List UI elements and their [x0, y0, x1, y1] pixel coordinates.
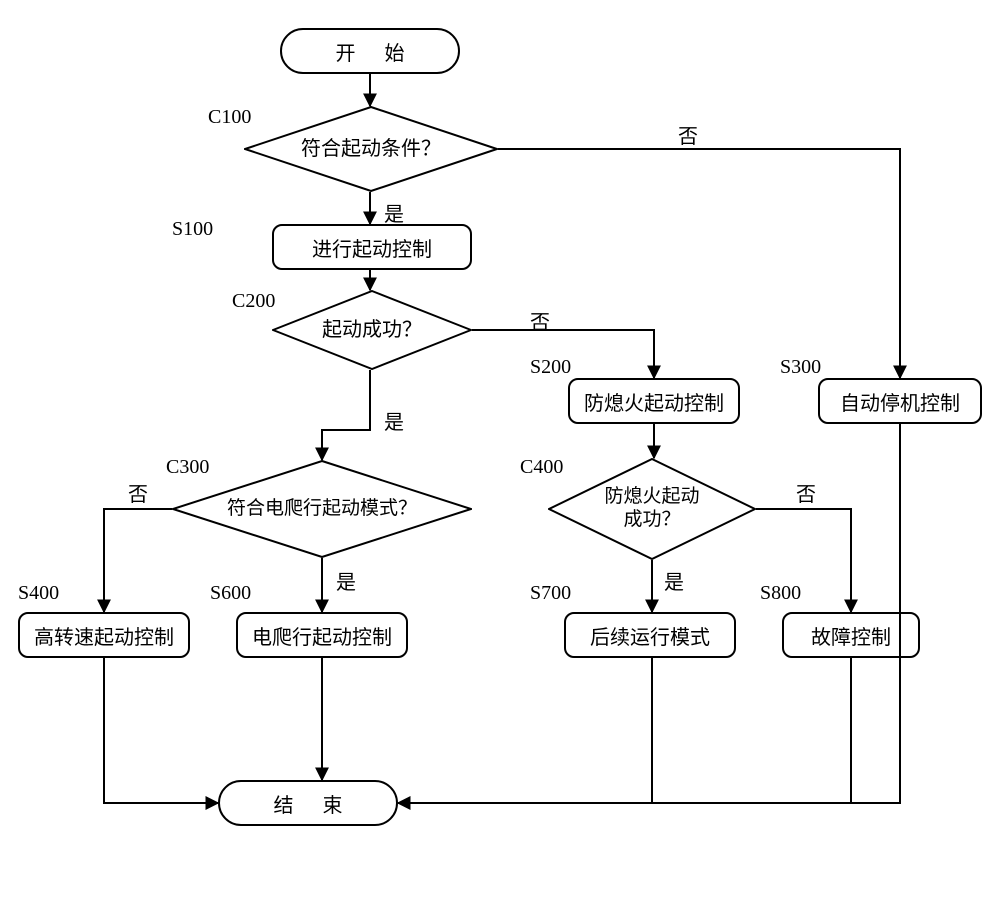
process-s200-label: 防熄火起动控制 [584, 387, 724, 416]
decision-c100: 符合起动条件？ [244, 106, 498, 192]
process-s400: 高转速起动控制 [18, 612, 190, 658]
tag-c200: C200 [232, 290, 275, 313]
edge-label-c200-no: 否 [530, 306, 550, 335]
process-s600: 电爬行起动控制 [236, 612, 408, 658]
process-s300-label: 自动停机控制 [840, 387, 960, 416]
tag-c300: C300 [166, 456, 209, 479]
edge-C100_r-S300_t [498, 149, 900, 378]
terminal-end-label: 结 束 [262, 789, 355, 818]
tag-s400: S400 [18, 582, 59, 605]
tag-s100: S100 [172, 218, 213, 241]
tag-s200: S200 [530, 356, 571, 379]
tag-s300: S300 [780, 356, 821, 379]
terminal-end: 结 束 [218, 780, 398, 826]
edge-S800_b-end_r2 [398, 658, 851, 803]
tag-c100: C100 [208, 106, 251, 129]
decision-c100-label: 符合起动条件？ [301, 137, 441, 161]
edge-label-c400-yes: 是 [664, 566, 684, 595]
edge-label-c300-yes: 是 [336, 566, 356, 595]
decision-c300-label: 符合电爬行起动模式？ [227, 498, 417, 521]
decision-c200-label: 起动成功？ [322, 318, 422, 342]
decision-c400-label: 防熄火起动 成功？ [604, 486, 699, 532]
tag-s800: S800 [760, 582, 801, 605]
process-s400-label: 高转速起动控制 [34, 621, 174, 650]
decision-c300: 符合电爬行起动模式？ [172, 460, 472, 558]
edge-C200_b-C300_t [322, 370, 370, 460]
process-s100: 进行起动控制 [272, 224, 472, 270]
tag-s600: S600 [210, 582, 251, 605]
process-s300: 自动停机控制 [818, 378, 982, 424]
edge-C300_l-S400_t [104, 509, 172, 612]
terminal-start-label: 开 始 [324, 37, 417, 66]
edge-S700_b-end_r [398, 658, 652, 803]
edge-label-c300-no: 否 [128, 478, 148, 507]
decision-c200: 起动成功？ [272, 290, 472, 370]
process-s700-label: 后续运行模式 [590, 621, 710, 650]
tag-s700: S700 [530, 582, 571, 605]
edge-label-c100-yes: 是 [384, 198, 404, 227]
process-s200: 防熄火起动控制 [568, 378, 740, 424]
flowchart-canvas: 开 始 结 束 符合起动条件？ C100 起动成功？ C200 符合电爬行起动模… [0, 0, 1000, 903]
process-s100-label: 进行起动控制 [312, 233, 432, 262]
process-s700: 后续运行模式 [564, 612, 736, 658]
terminal-start: 开 始 [280, 28, 460, 74]
edge-label-c100-no: 否 [678, 120, 698, 149]
edge-label-c400-no: 否 [796, 478, 816, 507]
process-s800: 故障控制 [782, 612, 920, 658]
process-s800-label: 故障控制 [811, 621, 891, 650]
edge-label-c200-yes: 是 [384, 406, 404, 435]
tag-c400: C400 [520, 456, 563, 479]
decision-c400: 防熄火起动 成功？ [548, 458, 756, 560]
edge-S400_b-end_l [104, 658, 218, 803]
flowchart-edges [0, 0, 1000, 903]
process-s600-label: 电爬行起动控制 [252, 621, 392, 650]
